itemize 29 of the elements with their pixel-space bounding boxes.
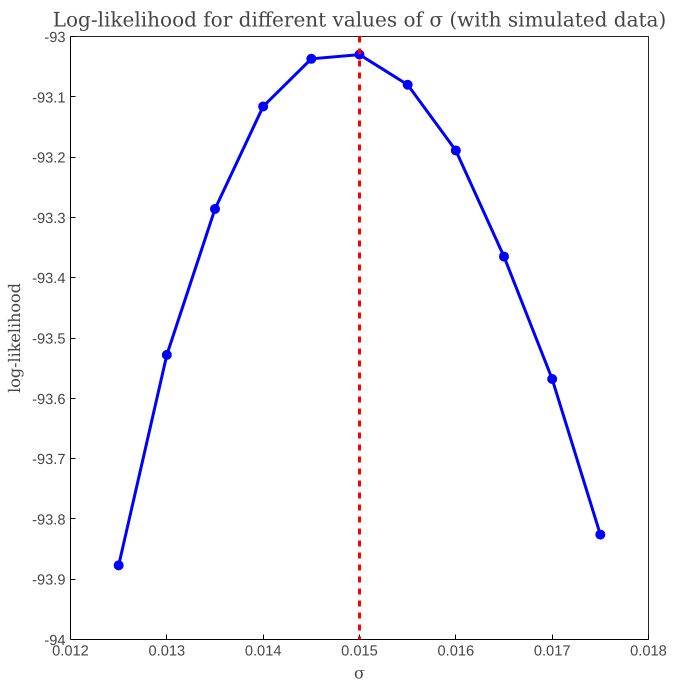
point — [258, 101, 268, 112]
y-tick-label: -93.3 — [32, 210, 66, 227]
x-tick-label: 0.013 — [148, 644, 186, 660]
x-tick-label: 0.018 — [630, 644, 667, 660]
point — [162, 350, 172, 360]
point — [547, 374, 558, 384]
y-tick-label: -93.6 — [32, 392, 66, 408]
x-tick-label: 0.014 — [244, 644, 282, 660]
y-tick-label: -93 — [44, 30, 66, 46]
point — [210, 204, 220, 214]
y-tick-label: -93.4 — [32, 271, 66, 288]
y-tick-label: -93.9 — [32, 572, 66, 589]
x-tick-label: 0.017 — [534, 644, 571, 660]
y-tick-label: -93.1 — [32, 90, 66, 106]
point — [306, 54, 316, 64]
x-tick-label: 0.016 — [437, 644, 474, 660]
point — [402, 80, 413, 90]
point — [114, 560, 124, 570]
x-tick-label: 0.015 — [341, 644, 378, 660]
x-axis-title: σ — [354, 664, 366, 682]
y-tick-label: -93.2 — [32, 150, 66, 167]
y-tick-label: -93.5 — [32, 332, 66, 348]
chart-title: Log-likelihood for different values of σ (with simulated data) — [52, 8, 666, 32]
y-axis-title: log-likelihood — [5, 283, 24, 393]
point — [499, 252, 509, 262]
y-tick-label: -93.7 — [32, 452, 66, 468]
y-tick-label: -93.8 — [32, 512, 66, 528]
point — [450, 145, 461, 156]
point — [595, 530, 606, 540]
